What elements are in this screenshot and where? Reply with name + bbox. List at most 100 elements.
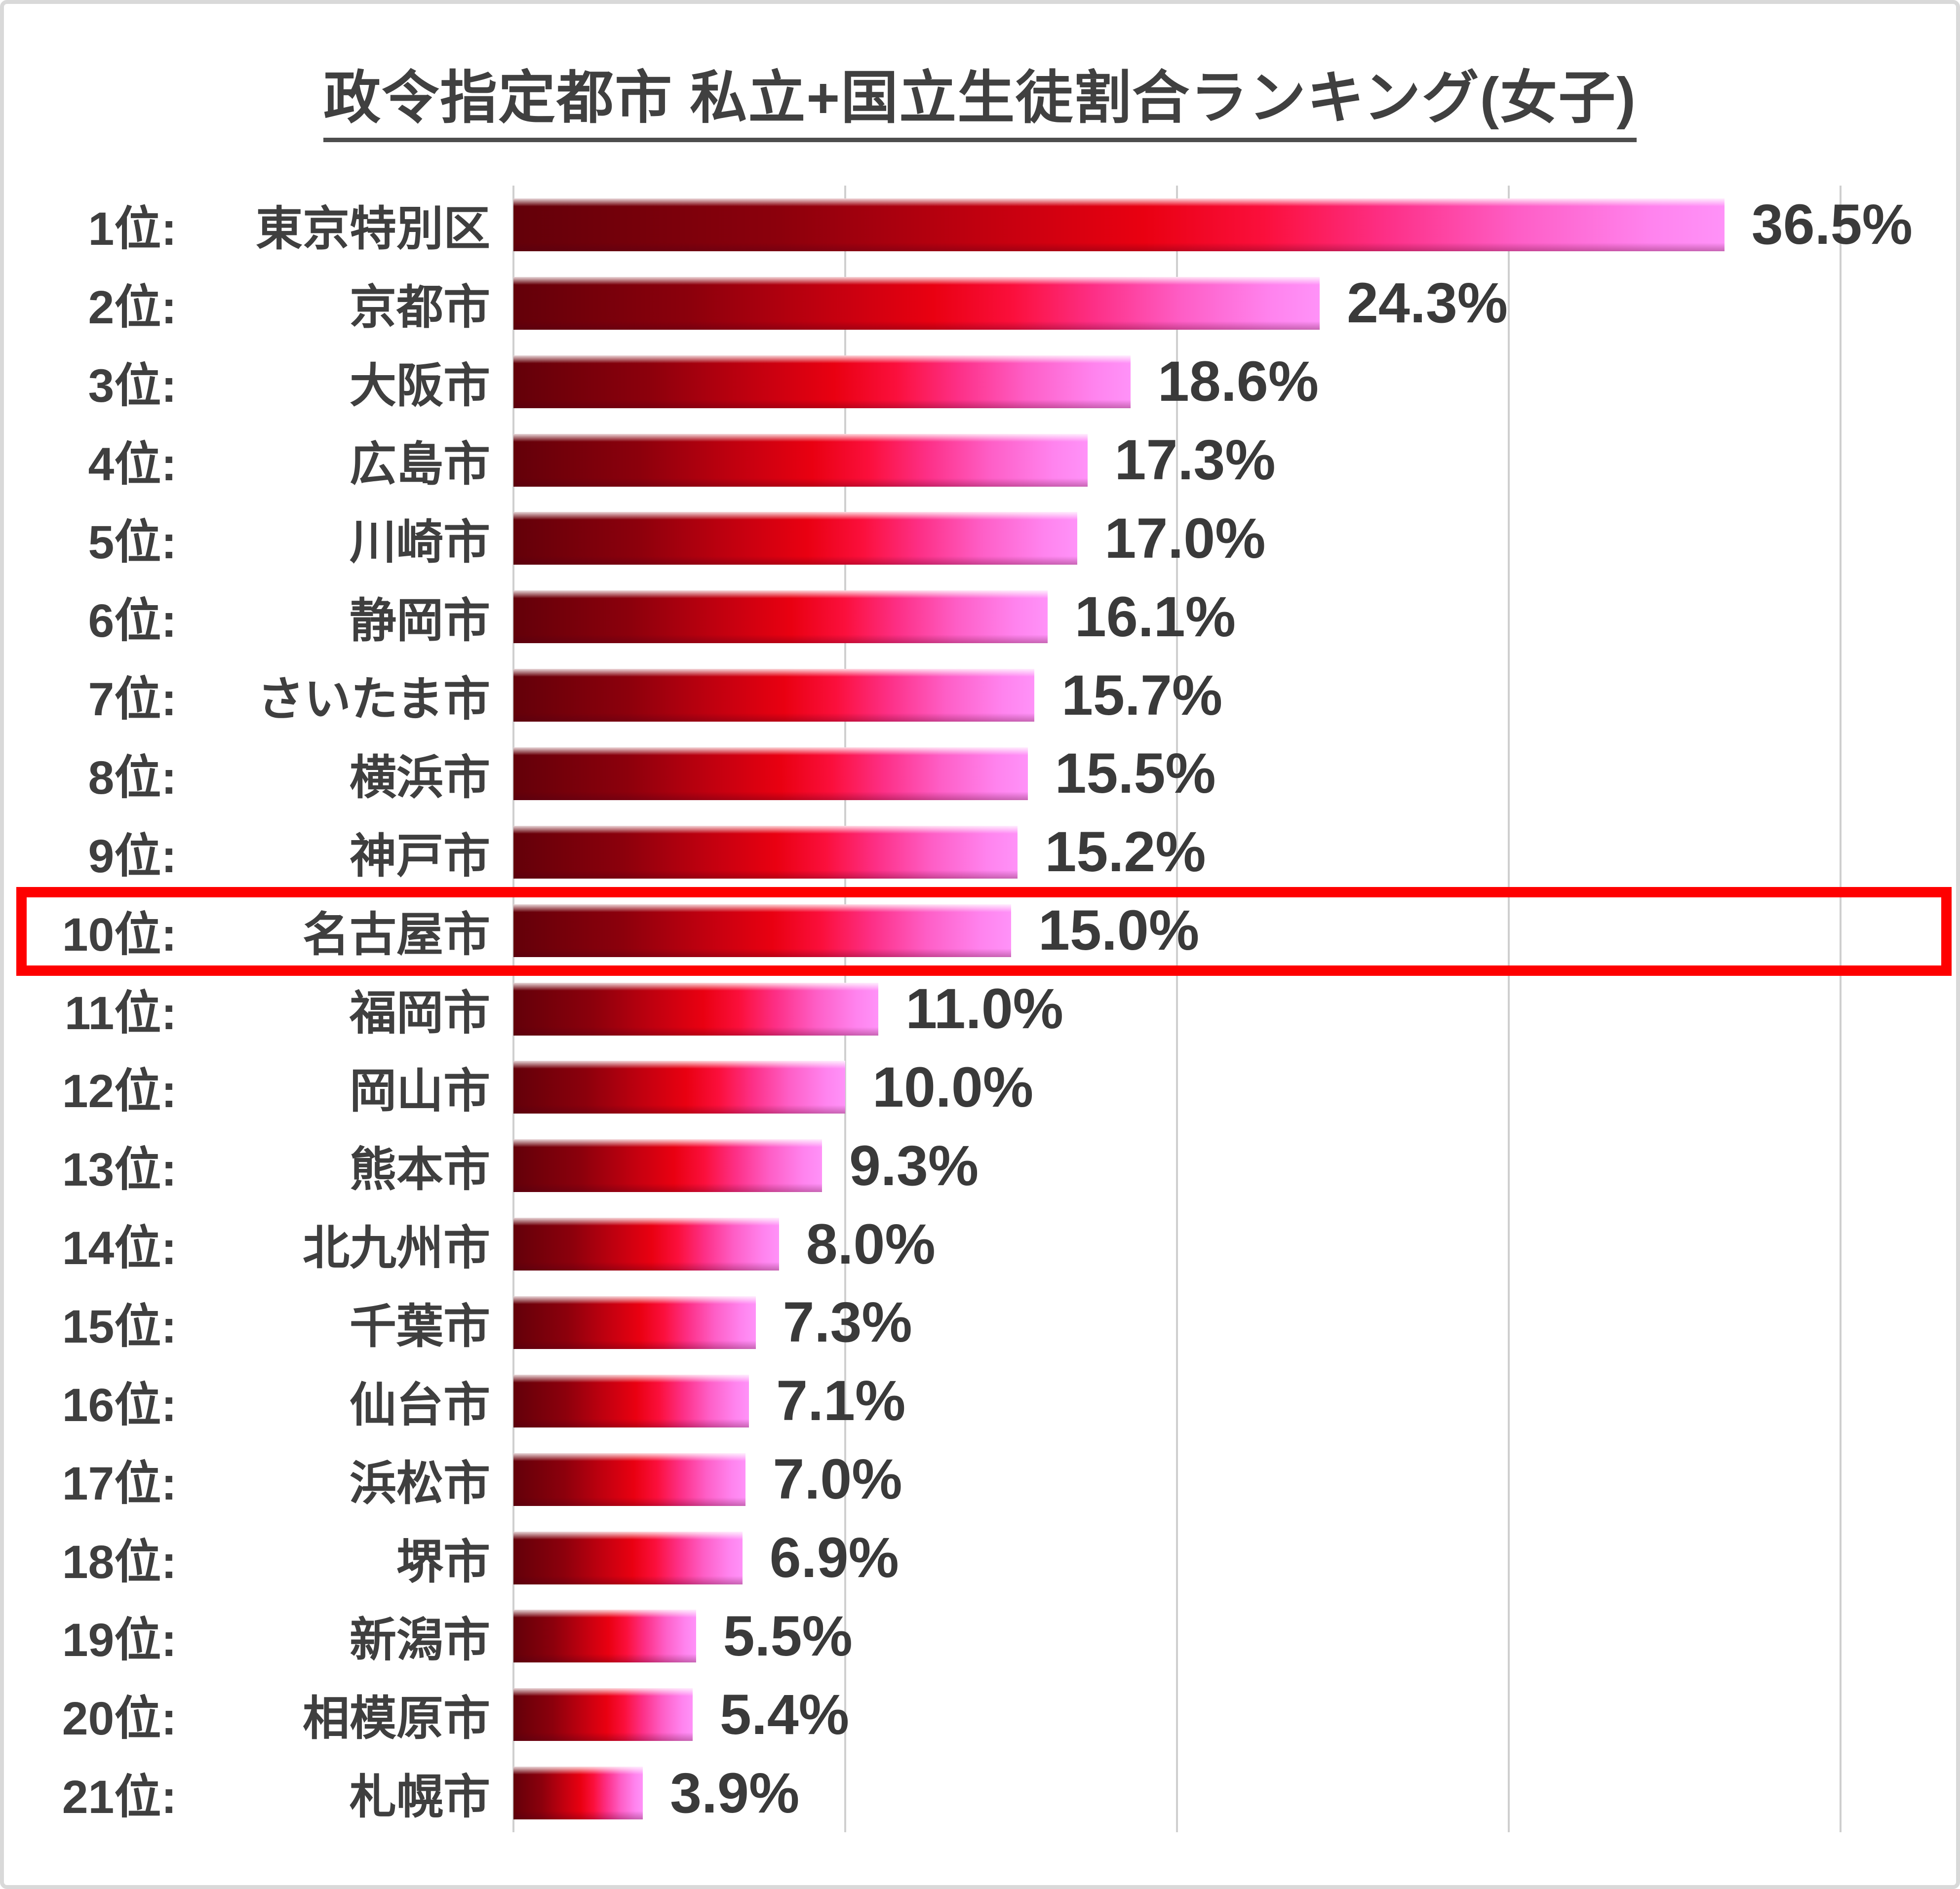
bar — [513, 1610, 696, 1663]
category-label-row: 20位: 相模原市 — [43, 1675, 490, 1754]
category-label-row: 8位: 横浜市 — [43, 734, 490, 813]
rank-label: 18位: — [62, 1536, 177, 1588]
category-label-row: 2位: 京都市 — [43, 264, 490, 343]
rank-label: 19位: — [62, 1614, 177, 1667]
value-label: 3.9% — [670, 1761, 800, 1825]
value-label: 7.1% — [776, 1369, 906, 1433]
bar — [513, 433, 1088, 487]
city-label: 札幌市 — [349, 1771, 490, 1824]
rank-label: 16位: — [62, 1379, 177, 1431]
bar — [513, 1688, 693, 1741]
category-label-row: 5位: 川崎市 — [43, 499, 490, 578]
rank-label: 14位: — [62, 1222, 177, 1275]
city-label: 大阪市 — [349, 359, 490, 412]
gridline-40-percent — [1840, 186, 1842, 1832]
city-label: 熊本市 — [349, 1144, 490, 1196]
city-label: 堺市 — [396, 1536, 490, 1588]
category-label-row: 6位: 静岡市 — [43, 578, 490, 656]
bar — [513, 198, 1725, 251]
category-label-row: 18位: 堺市 — [43, 1519, 490, 1597]
value-label: 7.3% — [783, 1291, 912, 1354]
bar — [513, 590, 1048, 644]
value-label: 18.6% — [1157, 350, 1319, 414]
bar — [513, 1453, 746, 1506]
bar — [513, 669, 1035, 722]
category-label-row: 21位: 札幌市 — [43, 1754, 490, 1832]
rank-label: 6位: — [88, 595, 177, 648]
bar — [513, 1767, 643, 1820]
city-label: 神戸市 — [349, 830, 490, 883]
category-label-row: 1位: 東京特別区 — [43, 186, 490, 264]
category-label-row: 10位: 名古屋市 — [43, 891, 490, 970]
category-label-row: 19位: 新潟市 — [43, 1597, 490, 1675]
value-label: 5.5% — [723, 1604, 853, 1668]
rank-label: 9位: — [88, 830, 177, 883]
rank-label: 21位: — [62, 1771, 177, 1824]
category-label-row: 17位: 浜松市 — [43, 1440, 490, 1519]
value-label: 5.4% — [719, 1683, 849, 1746]
category-label-row: 7位: さいたま市 — [43, 656, 490, 734]
rank-label: 8位: — [88, 751, 177, 804]
category-label-row: 3位: 大阪市 — [43, 343, 490, 421]
city-label: 静岡市 — [349, 595, 490, 648]
bar — [513, 825, 1018, 879]
bar — [513, 276, 1320, 330]
city-label: 千葉市 — [349, 1300, 490, 1353]
city-label: 岡山市 — [349, 1065, 490, 1118]
city-label: 広島市 — [349, 438, 490, 491]
value-label: 8.0% — [806, 1212, 936, 1276]
value-label: 10.0% — [872, 1055, 1034, 1119]
value-label: 15.5% — [1055, 742, 1216, 806]
bar — [513, 1218, 779, 1271]
value-label: 15.7% — [1061, 663, 1223, 727]
city-label: 相模原市 — [302, 1693, 490, 1745]
value-label: 9.3% — [849, 1134, 979, 1197]
gridline-20-percent — [1176, 186, 1178, 1832]
value-label: 15.0% — [1038, 899, 1200, 963]
city-label: 横浜市 — [349, 751, 490, 804]
city-label: 東京特別区 — [255, 202, 490, 255]
rank-label: 10位: — [62, 908, 177, 961]
category-label-row: 16位: 仙台市 — [43, 1362, 490, 1440]
rank-label: 17位: — [62, 1457, 177, 1510]
city-label: 浜松市 — [349, 1457, 490, 1510]
bar — [513, 1531, 743, 1584]
city-label: さいたま市 — [257, 673, 490, 726]
category-label-row: 14位: 北九州市 — [43, 1205, 490, 1283]
city-label: 北九州市 — [302, 1222, 490, 1275]
category-label-row: 12位: 岡山市 — [43, 1048, 490, 1126]
rank-label: 11位: — [64, 987, 177, 1040]
rank-label: 15位: — [62, 1300, 177, 1353]
rank-label: 20位: — [62, 1693, 177, 1745]
chart-title: 政令指定都市 私立+国立生徒割合ランキング(女子) — [4, 51, 1956, 142]
value-label: 16.1% — [1074, 585, 1236, 649]
value-label: 11.0% — [905, 977, 1063, 1041]
value-label: 7.0% — [773, 1448, 902, 1511]
bar — [513, 982, 879, 1036]
category-label-row: 4位: 広島市 — [43, 421, 490, 500]
gridline-30-percent — [1508, 186, 1510, 1832]
rank-label: 5位: — [88, 516, 177, 569]
rank-label: 3位: — [88, 359, 177, 412]
bar — [513, 1296, 756, 1349]
value-label: 24.3% — [1346, 271, 1508, 335]
bar — [513, 1374, 749, 1427]
city-label: 仙台市 — [349, 1379, 490, 1431]
value-label: 17.3% — [1114, 428, 1276, 492]
city-label: 京都市 — [349, 281, 490, 334]
bar — [513, 355, 1131, 408]
value-label: 6.9% — [769, 1526, 899, 1590]
category-label-row: 15位: 千葉市 — [43, 1283, 490, 1362]
bar — [513, 747, 1028, 800]
value-label: 36.5% — [1751, 193, 1913, 257]
city-label: 新潟市 — [349, 1614, 490, 1667]
category-label-row: 11位: 福岡市 — [43, 970, 490, 1048]
rank-label: 7位: — [88, 673, 177, 726]
value-label: 17.0% — [1104, 506, 1266, 570]
category-label-row: 13位: 熊本市 — [43, 1126, 490, 1205]
rank-label: 2位: — [88, 281, 177, 334]
chart-title-text: 政令指定都市 私立+国立生徒割合ランキング(女子) — [323, 66, 1637, 142]
highlight-box — [16, 887, 1952, 976]
bar — [513, 1139, 822, 1193]
